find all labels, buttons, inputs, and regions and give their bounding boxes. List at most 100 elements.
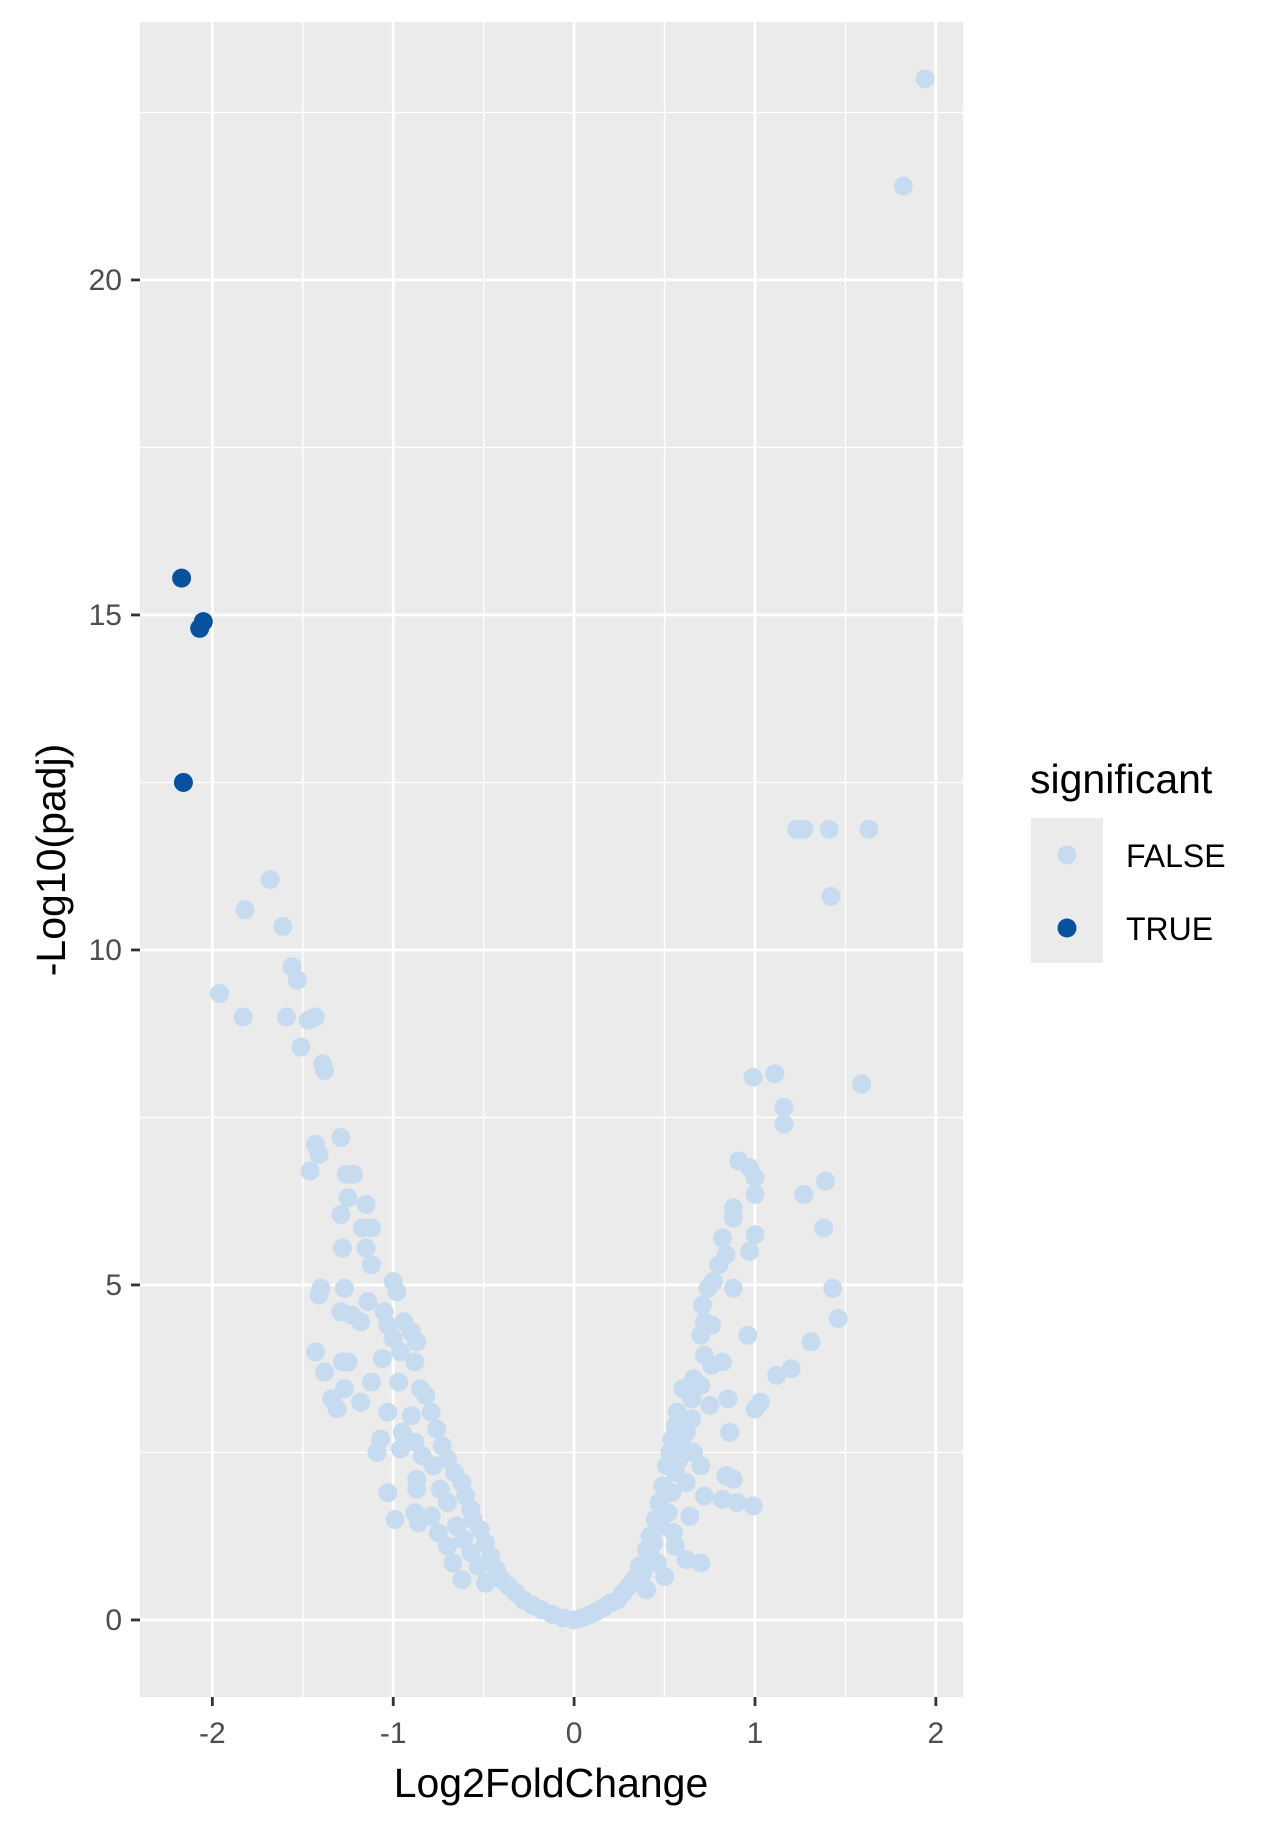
data-point	[233, 1007, 253, 1027]
data-point	[743, 1496, 763, 1516]
legend-key-false	[1057, 845, 1077, 865]
legend: significant FALSE TRUE	[1030, 756, 1226, 963]
data-point	[745, 1399, 765, 1419]
data-point	[378, 1483, 398, 1503]
legend-label-false: FALSE	[1126, 838, 1226, 874]
data-point	[372, 1349, 392, 1369]
data-point	[765, 1064, 785, 1084]
data-point	[828, 1308, 848, 1328]
data-point	[468, 1556, 488, 1576]
data-point	[314, 1061, 334, 1081]
legend-keys-background	[1031, 818, 1103, 963]
data-point	[745, 1168, 765, 1188]
data-point	[173, 772, 193, 792]
data-point	[794, 1185, 814, 1204]
data-point	[390, 1439, 410, 1459]
data-point	[740, 1241, 760, 1261]
data-point	[314, 1362, 334, 1382]
data-point	[392, 1422, 412, 1442]
data-point	[700, 1396, 720, 1416]
data-point	[387, 1282, 407, 1302]
data-point	[333, 1238, 353, 1258]
x-axis: -2 -1 0 1 2	[199, 1697, 944, 1750]
data-point	[273, 917, 293, 936]
data-point	[676, 1473, 696, 1493]
data-point	[691, 1553, 711, 1573]
data-point	[358, 1292, 378, 1312]
data-point	[691, 1456, 711, 1476]
data-point	[305, 1007, 325, 1027]
data-point	[385, 1509, 405, 1529]
data-point	[676, 1550, 696, 1570]
x-tick-label: 1	[747, 1717, 764, 1750]
data-point	[814, 1218, 834, 1238]
data-point	[553, 1608, 573, 1628]
x-tick-label: 2	[928, 1717, 945, 1750]
data-point	[723, 1208, 743, 1228]
series-true	[172, 568, 213, 792]
data-point	[816, 1171, 836, 1191]
data-point	[691, 1325, 711, 1345]
data-point	[682, 1389, 702, 1409]
legend-title: significant	[1030, 756, 1213, 802]
x-axis-title: Log2FoldChange	[394, 1760, 709, 1806]
data-point	[723, 1469, 743, 1489]
data-point	[378, 1402, 398, 1422]
x-tick-label: -2	[199, 1717, 226, 1750]
data-point	[693, 1295, 713, 1315]
series-false	[210, 69, 935, 1630]
data-point	[712, 1489, 732, 1509]
data-point	[781, 1359, 801, 1379]
data-point	[291, 1037, 311, 1057]
data-point	[727, 1493, 747, 1513]
data-point	[767, 1365, 787, 1385]
x-tick-label: 0	[566, 1717, 583, 1750]
y-tick-label: 10	[89, 934, 122, 967]
data-point	[362, 1255, 382, 1275]
data-point	[819, 819, 839, 839]
data-point	[356, 1238, 376, 1258]
data-point	[452, 1570, 472, 1590]
data-point	[409, 1513, 429, 1533]
legend-label-true: TRUE	[1126, 911, 1213, 947]
y-axis-title: -Log10(padj)	[28, 744, 74, 977]
data-point	[235, 900, 255, 920]
data-point	[190, 618, 210, 638]
data-point	[655, 1566, 675, 1586]
data-point	[723, 1278, 743, 1298]
y-tick-label: 0	[105, 1604, 122, 1637]
data-point	[210, 984, 230, 1003]
data-point	[401, 1406, 421, 1426]
data-point	[389, 1372, 409, 1392]
data-points	[172, 69, 935, 1630]
y-tick-label: 5	[105, 1269, 122, 1302]
data-point	[720, 1422, 740, 1442]
data-point	[743, 1067, 763, 1087]
data-point	[691, 1375, 711, 1395]
data-point	[338, 1352, 358, 1372]
data-point	[915, 69, 935, 89]
data-point	[709, 1255, 729, 1275]
data-point	[343, 1164, 363, 1184]
data-point	[852, 1074, 872, 1094]
data-point	[277, 1007, 297, 1027]
data-point	[362, 1218, 382, 1238]
data-point	[407, 1479, 427, 1499]
data-point	[745, 1225, 765, 1245]
data-point	[665, 1536, 685, 1556]
data-point	[416, 1386, 436, 1405]
data-point	[794, 819, 814, 839]
x-tick-label: -1	[380, 1717, 407, 1750]
data-point	[428, 1523, 448, 1543]
data-point	[407, 1332, 427, 1352]
data-point	[427, 1419, 447, 1439]
y-tick-label: 20	[89, 264, 122, 297]
data-point	[338, 1188, 358, 1208]
data-point	[636, 1580, 656, 1600]
data-point	[351, 1312, 371, 1332]
data-point	[738, 1325, 758, 1345]
data-point	[712, 1228, 732, 1248]
data-point	[437, 1536, 457, 1556]
data-point	[309, 1144, 329, 1164]
data-point	[334, 1379, 354, 1399]
